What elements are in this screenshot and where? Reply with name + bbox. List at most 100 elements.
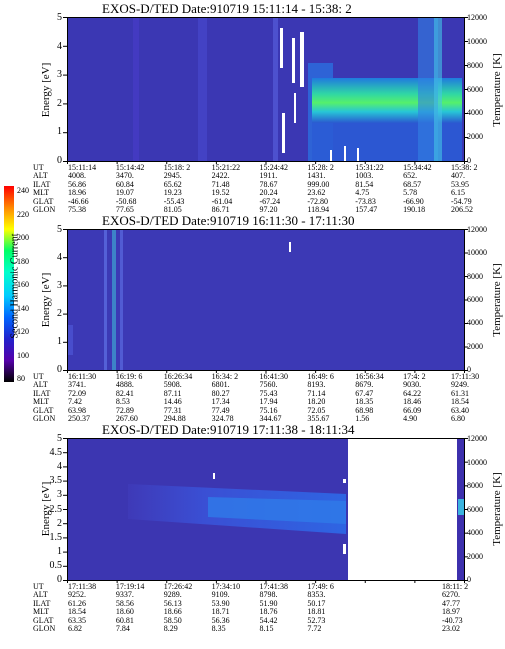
table-cell: 54.42 <box>259 615 278 625</box>
y-tick-label: 3 <box>57 489 62 501</box>
table-cell: 6.82 <box>68 624 82 633</box>
table-cell: 8193. <box>307 380 326 390</box>
table-cell: 4008. <box>68 171 86 181</box>
table-cell: 81.05 <box>163 205 182 214</box>
table-cell: 407. <box>451 171 465 181</box>
table-cell: 7560. <box>259 380 278 390</box>
table-row-label: ILAT <box>33 598 51 608</box>
heatmap-image <box>68 230 464 370</box>
table-cell: 2422. <box>211 171 230 181</box>
table-cell: 18.97 <box>442 607 460 617</box>
axes-frame <box>63 229 468 373</box>
table-cell: 18.71 <box>211 607 230 617</box>
table-cell: 294.88 <box>163 414 186 423</box>
table-cell: 15:31:22 <box>355 163 384 172</box>
table-cell: 75.38 <box>68 205 86 214</box>
y2-tick-label: 12000 <box>467 434 487 443</box>
table-cell: 18:11: 2 <box>442 582 469 591</box>
table-cell: 16:34: 2 <box>211 372 239 381</box>
table-row-label: ILAT <box>33 179 51 189</box>
table-cell: 9252. <box>68 590 86 600</box>
table-cell: 18.81 <box>307 607 326 617</box>
table-cell: 157.47 <box>355 205 378 214</box>
table-cell: -40.73 <box>442 615 463 625</box>
table-cell: 18.60 <box>115 607 134 617</box>
table-cell: 63.35 <box>68 615 86 625</box>
table-cell: -54.79 <box>451 196 472 206</box>
table-row-label: GLAT <box>33 196 54 206</box>
table-cell: 9030. <box>403 380 422 390</box>
table-row-label: GLON <box>33 205 56 214</box>
table-cell: 81.54 <box>355 179 374 189</box>
y2-tick-label: 4000 <box>467 528 483 537</box>
colorbar-tick: 180 <box>17 256 29 266</box>
y-tick-label: 2.5 <box>49 503 63 515</box>
y2-axis-ticks: 12000 10000 8000 6000 4000 2000 0 <box>467 14 501 165</box>
table-cell: 15:21:22 <box>211 163 241 172</box>
colorbar-tick: 160 <box>17 280 29 289</box>
y2-tick-label: 8000 <box>467 271 483 281</box>
table-cell: 999.00 <box>307 179 330 189</box>
table-cell: 17:11:30 <box>451 372 480 381</box>
table-cell: 17:19:14 <box>115 582 145 591</box>
y2-tick-label: 12000 <box>467 13 487 22</box>
y-tick-label: 4 <box>57 252 62 263</box>
colorbar-label: Second Harmonic Current <box>9 233 21 339</box>
table-cell: 15:14:42 <box>115 163 145 172</box>
y-tick-label: 1 <box>57 545 62 557</box>
table-cell: 17.34 <box>211 397 230 407</box>
table-cell: 6.15 <box>451 188 465 198</box>
y2-tick-label: 12000 <box>467 225 487 234</box>
heatmap-panel-3 <box>68 439 464 580</box>
table-cell: 56.36 <box>211 615 230 625</box>
table-cell: 47.77 <box>442 598 460 608</box>
y2-tick-label: 6000 <box>467 84 483 94</box>
y-tick-label: 2 <box>57 517 62 529</box>
table-row-label: MLT <box>33 397 50 407</box>
table-cell: 8.53 <box>115 397 130 407</box>
table-cell: -66.90 <box>403 196 424 206</box>
table-cell: -73.83 <box>355 196 376 206</box>
y2-tick-label: 0 <box>467 156 471 165</box>
table-cell: 17:34:10 <box>211 582 241 591</box>
y-tick-label: 0 <box>57 364 62 375</box>
colorbar <box>4 186 14 382</box>
table-cell: 5.78 <box>403 188 418 198</box>
table-cell: 16:41:30 <box>259 372 288 381</box>
table-row-label: ILAT <box>33 388 51 398</box>
y-tick-label: 3 <box>57 69 62 81</box>
table-cell: 16:19: 6 <box>115 372 143 381</box>
y2-tick-label: 0 <box>467 575 471 584</box>
table-cell: 15:24:42 <box>259 163 288 172</box>
y2-tick-label: 8000 <box>467 481 483 490</box>
table-row-label: UT <box>33 372 44 381</box>
table-cell: 23.62 <box>307 188 326 198</box>
table-cell: 56.13 <box>163 598 182 608</box>
table-cell: 15:38: 2 <box>451 163 478 172</box>
table-row-label: GLON <box>33 624 56 633</box>
y-tick-label: 5 <box>57 433 62 444</box>
table-row-label: MLT <box>33 188 50 198</box>
y2-axis-label: Temperature [K] <box>491 263 503 337</box>
table-cell: 16:56:34 <box>355 372 384 381</box>
table-cell: 82.41 <box>115 388 134 398</box>
table-cell: 18.76 <box>259 607 278 617</box>
panel-title: EXOS-D/TED Date:910719 17:11:38 - 18:11:… <box>102 422 355 437</box>
table-cell: 71.48 <box>211 179 230 189</box>
y-tick-label: 3.5 <box>49 475 63 487</box>
ephemeris-table: UT ALT ILAT MLT GLAT GLON 15:11:14 4008. 56.86 18… <box>33 163 477 216</box>
table-cell: 344.67 <box>259 414 282 423</box>
table-cell: 72.89 <box>115 405 134 415</box>
panel-title: EXOS-D/TED Date:910719 16:11:30 - 17:11:… <box>102 213 355 228</box>
colorbar-ticks: 240 220 200 180 160 140 120 100 80 <box>17 186 37 383</box>
table-cell: 267.60 <box>115 414 138 423</box>
table-cell: 66.09 <box>403 405 422 415</box>
table-cell: 75.43 <box>259 388 278 398</box>
table-cell: 18.46 <box>403 397 422 407</box>
table-row-label: ALT <box>33 380 48 390</box>
table-cell: 8.15 <box>259 624 274 633</box>
table-cell: 3470. <box>115 171 134 181</box>
table-cell: 8679. <box>355 380 374 390</box>
y-tick-label: 0 <box>57 155 62 166</box>
table-cell: 9109. <box>211 590 230 600</box>
